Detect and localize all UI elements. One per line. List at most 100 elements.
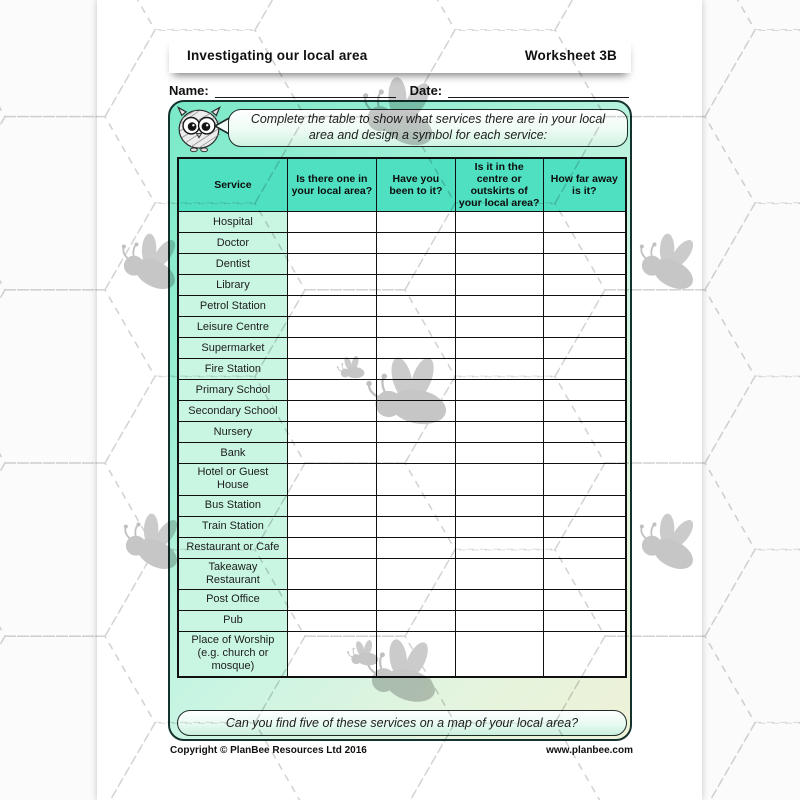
answer-cell xyxy=(542,630,627,678)
service-name-cell: Dentist xyxy=(177,253,288,276)
answer-cell xyxy=(454,589,544,611)
answer-cell xyxy=(286,337,377,360)
answer-cell xyxy=(542,232,627,255)
table-row: Library xyxy=(177,274,627,297)
answer-cell xyxy=(286,232,377,255)
service-name-cell: Hotel or Guest House xyxy=(177,463,288,496)
answer-cell xyxy=(375,494,456,517)
answer-cell xyxy=(286,494,377,517)
service-name-cell: Place of Worship (e.g. church or mosque) xyxy=(177,630,288,678)
answer-cell xyxy=(375,253,456,276)
table-row: Train Station xyxy=(177,515,627,538)
answer-cell xyxy=(542,400,627,423)
date-label: Date: xyxy=(409,83,443,98)
worksheet-number: Worksheet 3B xyxy=(524,48,617,63)
table-row: Primary School xyxy=(177,379,627,402)
answer-cell xyxy=(454,400,544,423)
column-header: How far away is it? xyxy=(542,157,627,213)
answer-cell xyxy=(286,400,377,423)
answer-cell xyxy=(542,494,627,517)
service-name-cell: Leisure Centre xyxy=(177,316,288,339)
title-bar: Investigating our local area Worksheet 3… xyxy=(169,38,631,73)
answer-cell xyxy=(375,463,456,496)
service-name-cell: Pub xyxy=(177,610,288,632)
service-name-cell: Nursery xyxy=(177,421,288,444)
service-name-cell: Hospital xyxy=(177,211,288,234)
answer-cell xyxy=(286,379,377,402)
service-name-cell: Restaurant or Cafe xyxy=(177,536,288,559)
table-row: Supermarket xyxy=(177,337,627,360)
column-header: Is it in the centre or outskirts of your… xyxy=(454,157,544,213)
table-row: Restaurant or Cafe xyxy=(177,536,627,559)
service-name-cell: Post Office xyxy=(177,589,288,611)
service-name-cell: Bus Station xyxy=(177,494,288,517)
answer-cell xyxy=(375,400,456,423)
table-row: Place of Worship (e.g. church or mosque) xyxy=(177,630,627,678)
answer-cell xyxy=(542,379,627,402)
table-row: Fire Station xyxy=(177,358,627,381)
answer-cell xyxy=(375,442,456,465)
answer-cell xyxy=(454,379,544,402)
worksheet-page: Investigating our local area Worksheet 3… xyxy=(97,0,702,800)
answer-cell xyxy=(286,463,377,496)
table-row: Doctor xyxy=(177,232,627,255)
name-date-row: Name: Date: xyxy=(169,80,631,98)
table-row: Petrol Station xyxy=(177,295,627,318)
answer-cell xyxy=(286,442,377,465)
answer-cell xyxy=(454,442,544,465)
answer-cell xyxy=(286,589,377,611)
answer-cell xyxy=(286,211,377,234)
answer-cell xyxy=(454,557,544,591)
answer-cell xyxy=(454,630,544,678)
answer-cell xyxy=(375,630,456,678)
answer-cell xyxy=(375,557,456,591)
answer-cell xyxy=(375,515,456,538)
answer-cell xyxy=(454,211,544,234)
answer-cell xyxy=(542,316,627,339)
answer-cell xyxy=(542,442,627,465)
answer-cell xyxy=(286,610,377,632)
answer-cell xyxy=(375,337,456,360)
table-row: Pub xyxy=(177,610,627,632)
answer-cell xyxy=(454,463,544,496)
answer-cell xyxy=(375,274,456,297)
table-row: Hospital xyxy=(177,211,627,234)
answer-cell xyxy=(542,557,627,591)
table-header-row: Service Is there one in your local area? H… xyxy=(177,157,627,213)
answer-cell xyxy=(454,421,544,444)
bottom-question-text: Can you find five of these services on a… xyxy=(225,716,579,730)
answer-cell xyxy=(375,211,456,234)
answer-cell xyxy=(454,536,544,559)
answer-cell xyxy=(286,557,377,591)
answer-cell xyxy=(286,295,377,318)
answer-cell xyxy=(454,274,544,297)
answer-cell xyxy=(286,421,377,444)
answer-cell xyxy=(542,337,627,360)
answer-cell xyxy=(286,358,377,381)
service-name-cell: Secondary School xyxy=(177,400,288,423)
answer-cell xyxy=(542,589,627,611)
name-write-line xyxy=(214,84,396,98)
answer-cell xyxy=(286,630,377,678)
worksheet-panel: Complete the table to show what services… xyxy=(168,100,632,741)
name-label: Name: xyxy=(169,83,209,98)
answer-cell xyxy=(542,515,627,538)
table-row: Bank xyxy=(177,442,627,465)
copyright-text: Copyright © PlanBee Resources Ltd 2016 xyxy=(170,745,367,756)
answer-cell xyxy=(375,589,456,611)
answer-cell xyxy=(375,421,456,444)
answer-cell xyxy=(375,232,456,255)
answer-cell xyxy=(286,316,377,339)
answer-cell xyxy=(542,610,627,632)
answer-cell xyxy=(454,337,544,360)
answer-cell xyxy=(375,379,456,402)
answer-cell xyxy=(375,610,456,632)
answer-cell xyxy=(542,421,627,444)
answer-cell xyxy=(454,358,544,381)
service-name-cell: Fire Station xyxy=(177,358,288,381)
speech-bubble: Complete the table to show what services… xyxy=(228,109,628,147)
answer-cell xyxy=(542,211,627,234)
instruction-text: Complete the table to show what services… xyxy=(250,112,606,142)
table-row: Hotel or Guest House xyxy=(177,463,627,496)
